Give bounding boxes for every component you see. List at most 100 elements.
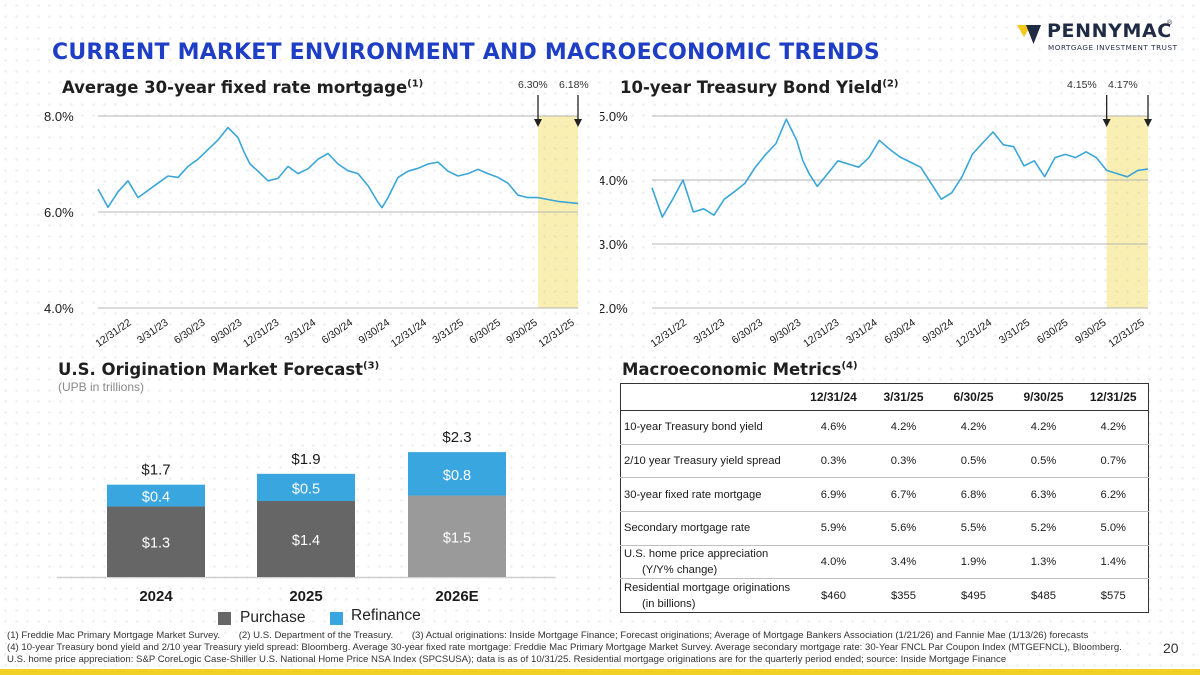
page-title: CURRENT MARKET ENVIRONMENT AND MACROECON…: [52, 40, 880, 65]
bar-purchase-label: $1.4: [292, 533, 320, 549]
pennymac-logo: PENNYMAC ® MORTGAGE INVESTMENT TRUST: [1015, 20, 1190, 56]
table-cell: 5.5%: [938, 511, 1009, 546]
treasury-annotation-arrowhead: [1102, 119, 1111, 127]
origination-bar-chart: $1.3 $0.4 $1.7 2024 $1.4 $0.5 $1.9 2025 $1.5 $0.8…: [57, 429, 555, 605]
table-row: 2/10 year Treasury yield spread 0.3% 0.3% 0…: [620, 443, 1149, 478]
treasury-line-chart: 2.0%3.0%4.0%5.0%12/31/22 3/31/23 6/30/23 9/…: [600, 95, 1152, 350]
table-row: Residential mortgage originations (in bil…: [620, 578, 1149, 613]
bar-purchase-label: $1.5: [443, 530, 471, 546]
table-cell: 4.0%: [798, 544, 869, 579]
table-cell: $495: [938, 578, 1009, 613]
table-cell: 1.4%: [1078, 544, 1149, 579]
table-row: 10-year Treasury bond yield 4.6% 4.2% 4.2% 4…: [621, 411, 1149, 445]
bar-refinance-label: $0.4: [142, 490, 170, 506]
treasury-x-tick-label: 6/30/23: [730, 317, 766, 347]
treasury-chart-footnote-ref: (2): [882, 78, 899, 90]
row-sublabel-text: (Y/Y% change): [642, 564, 718, 577]
table-cell: $460: [798, 578, 869, 613]
table-cell: 4.2%: [1030, 421, 1057, 434]
table-cell: 1.9%: [938, 544, 1009, 579]
table-cell: 6.9%: [798, 477, 869, 512]
bar-category-label: 2025: [289, 588, 322, 605]
treasury-y-tick-label: 3.0%: [600, 237, 628, 252]
bar-total-label: $1.9: [291, 451, 320, 468]
treasury-annotation-end: 4.17%: [1108, 79, 1138, 91]
macro-metrics-title: Macroeconomic Metrics(4): [622, 360, 858, 379]
bar-total-label: $1.7: [141, 462, 170, 479]
row-label-text: U.S. home price appreciation: [624, 548, 769, 561]
row-label-text: 30-year fixed rate mortgage: [624, 488, 762, 501]
treasury-y-tick-label: 4.0%: [600, 173, 628, 188]
mortgage-annotation-arrowhead: [534, 119, 542, 127]
forecast-chart-title: U.S. Origination Market Forecast(3): [58, 360, 379, 379]
table-header-row: 12/31/24 3/31/25 6/30/25 9/30/25 12/31/2…: [620, 383, 1149, 411]
treasury-x-tick-label: 9/30/24: [920, 317, 956, 347]
treasury-x-tick-label: 6/30/25: [1035, 317, 1071, 347]
treasury-x-tick-label: 12/31/23: [801, 317, 841, 350]
forecast-chart-subtitle: (UPB in trillions): [58, 380, 145, 394]
treasury-x-tick-label: 12/31/25: [1106, 317, 1146, 350]
table-cell: 6.7%: [868, 477, 939, 512]
bar-purchase: [107, 506, 205, 577]
table-cell: 6.2%: [1078, 477, 1149, 512]
mortgage-y-tick-label: 6.0%: [44, 205, 74, 220]
treasury-chart-title-text: 10-year Treasury Bond Yield: [620, 78, 883, 97]
bar-refinance: [257, 473, 355, 501]
bar-category-label: 2024: [139, 588, 173, 605]
row-label-text: 2/10 year Treasury yield spread: [624, 455, 781, 468]
macro-metrics-title-text: Macroeconomic Metrics: [622, 360, 842, 379]
table-cell: 6.8%: [938, 477, 1009, 512]
column-header: 3/31/25: [868, 383, 939, 411]
forecast-chart-footnote-ref: (3): [363, 360, 380, 372]
legend-refinance-label: Refinance: [351, 607, 421, 624]
mortgage-chart-title-text: Average 30-year fixed rate mortgage: [62, 78, 408, 97]
mortgage-chart-title: Average 30-year fixed rate mortgage(1): [62, 78, 423, 97]
treasury-chart-title: 10-year Treasury Bond Yield(2): [620, 78, 898, 97]
row-label: 30-year fixed rate mortgage: [620, 477, 799, 512]
bar-refinance: [107, 484, 205, 507]
treasury-x-tick-label: 3/31/23: [691, 317, 727, 347]
mortgage-annotation-start: 6.30%: [518, 79, 548, 91]
table-cell: 5.9%: [798, 511, 869, 546]
forecast-chart-title-text: U.S. Origination Market Forecast: [58, 360, 364, 379]
mortgage-x-tick-label: 3/31/23: [135, 317, 171, 347]
table-cell: 4.2%: [960, 421, 987, 434]
treasury-y-tick-label: 2.0%: [600, 301, 628, 316]
bar-purchase-label: $1.3: [142, 536, 170, 552]
mortgage-x-tick-label: 12/31/23: [241, 317, 281, 350]
footnote-line: (1) Freddie Mac Primary Mortgage Market …: [7, 630, 1089, 641]
table-cell: $575: [1078, 578, 1149, 613]
mortgage-y-tick-label: 4.0%: [44, 301, 74, 316]
bar-purchase: [257, 500, 355, 577]
page-number: 20: [1163, 640, 1179, 656]
treasury-x-tick-label: 3/31/24: [844, 317, 880, 347]
row-sublabel-text: (in billions): [642, 597, 696, 610]
mortgage-x-tick-label: 12/31/22: [93, 317, 133, 350]
table-cell: $355: [868, 578, 939, 613]
bar-purchase: [408, 495, 506, 577]
registered-mark: ®: [1167, 20, 1173, 27]
mortgage-x-tick-label: 6/30/25: [467, 317, 503, 347]
logo-mark-icon: [1017, 25, 1041, 44]
bar-total-label: $2.3: [442, 429, 471, 446]
table-cell: $485: [1008, 578, 1079, 613]
table-cell: 6.3%: [1008, 477, 1079, 512]
bar-refinance-label: $0.5: [292, 481, 320, 497]
treasury-x-tick-label: 3/31/25: [997, 317, 1033, 347]
table-cell: 3.4%: [868, 544, 939, 579]
treasury-x-tick-label: 12/31/24: [954, 317, 994, 350]
mortgage-x-tick-label: 6/30/23: [172, 317, 208, 347]
legend-refinance-swatch: [330, 612, 343, 625]
row-label: Secondary mortgage rate: [620, 511, 799, 546]
table-cell: 1.3%: [1008, 544, 1079, 579]
mortgage-x-tick-label: 12/31/25: [536, 317, 576, 350]
logo-tagline: MORTGAGE INVESTMENT TRUST: [1048, 43, 1178, 52]
mortgage-x-tick-label: 3/31/24: [283, 317, 319, 347]
treasury-highlight-band: [1106, 116, 1148, 308]
mortgage-annotation-end: 6.18%: [559, 79, 589, 91]
treasury-annotation-start: 4.15%: [1067, 79, 1097, 91]
mortgage-series-line: [97, 126, 579, 209]
legend-purchase-label: Purchase: [240, 609, 306, 626]
macro-metrics-table: 12/31/24 3/31/25 6/30/25 9/30/25 12/31/2…: [620, 383, 1149, 614]
table-header-blank: [620, 383, 799, 411]
